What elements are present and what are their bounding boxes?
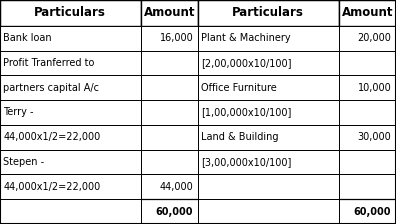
Text: 44,000x1/2=22,000: 44,000x1/2=22,000 [3, 132, 101, 142]
Text: 30,000: 30,000 [358, 132, 391, 142]
Bar [0, 125, 141, 150]
Bar [198, 0, 339, 26]
Text: partners capital A/c: partners capital A/c [3, 83, 99, 93]
Bar [141, 26, 198, 51]
Text: Terry -: Terry - [3, 108, 34, 118]
Text: [3,00,000x10/100]: [3,00,000x10/100] [201, 157, 291, 167]
Text: Particulars: Particulars [34, 6, 106, 19]
Bar [198, 199, 339, 224]
Bar [198, 174, 339, 199]
Bar [0, 0, 141, 26]
Bar [339, 75, 396, 100]
Text: Stepen -: Stepen - [3, 157, 44, 167]
Bar [141, 100, 198, 125]
Bar [0, 51, 141, 75]
Bar [0, 75, 141, 100]
Bar [339, 174, 396, 199]
Bar [339, 51, 396, 75]
Bar [141, 150, 198, 174]
Bar [141, 199, 198, 224]
Text: Amount: Amount [341, 6, 393, 19]
Bar [198, 26, 339, 51]
Bar [0, 174, 141, 199]
Bar [141, 125, 198, 150]
Text: Amount: Amount [143, 6, 195, 19]
Text: 44,000: 44,000 [160, 182, 193, 192]
Text: Profit Tranferred to: Profit Tranferred to [3, 58, 95, 68]
Bar [0, 199, 141, 224]
Bar [339, 199, 396, 224]
Text: Particulars: Particulars [232, 6, 304, 19]
Text: Bank loan: Bank loan [3, 33, 52, 43]
Bar [141, 0, 198, 26]
Text: Plant & Machinery: Plant & Machinery [201, 33, 291, 43]
Text: 60,000: 60,000 [354, 207, 391, 217]
Bar [339, 100, 396, 125]
Text: Land & Building: Land & Building [201, 132, 279, 142]
Bar [141, 51, 198, 75]
Text: [2,00,000x10/100]: [2,00,000x10/100] [201, 58, 292, 68]
Bar [198, 150, 339, 174]
Bar [0, 26, 141, 51]
Bar [0, 100, 141, 125]
Text: 60,000: 60,000 [156, 207, 193, 217]
Bar [198, 51, 339, 75]
Bar [141, 75, 198, 100]
Text: 10,000: 10,000 [358, 83, 391, 93]
Bar [339, 150, 396, 174]
Text: Office Furniture: Office Furniture [201, 83, 277, 93]
Bar [0, 150, 141, 174]
Text: 44,000x1/2=22,000: 44,000x1/2=22,000 [3, 182, 101, 192]
Bar [141, 174, 198, 199]
Bar [198, 75, 339, 100]
Bar [339, 0, 396, 26]
Text: 20,000: 20,000 [357, 33, 391, 43]
Bar [339, 26, 396, 51]
Bar [339, 125, 396, 150]
Bar [198, 125, 339, 150]
Text: [1,00,000x10/100]: [1,00,000x10/100] [201, 108, 291, 118]
Bar [198, 100, 339, 125]
Text: 16,000: 16,000 [160, 33, 193, 43]
